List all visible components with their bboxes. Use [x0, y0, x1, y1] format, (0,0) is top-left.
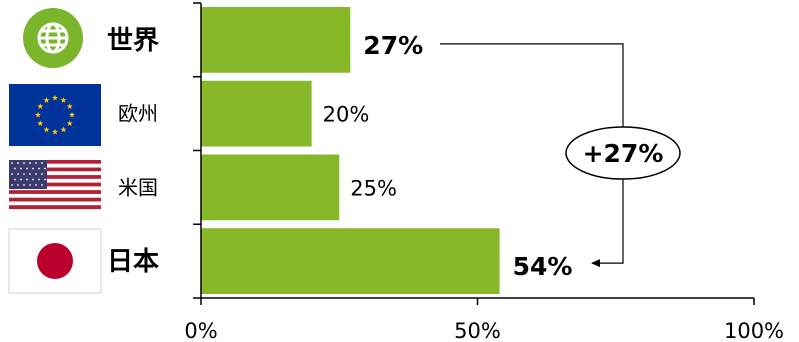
bar-2: [201, 154, 340, 221]
eu-star: [60, 126, 67, 133]
us-stripe: [9, 171, 101, 176]
us-star: [17, 173, 19, 175]
bar-3: [201, 228, 500, 294]
us-star: [20, 167, 22, 170]
value-label-2: 25%: [350, 176, 397, 200]
us-star: [17, 162, 19, 164]
us-star: [11, 173, 13, 175]
value-label-3: 54%: [513, 252, 573, 281]
eu-star: [52, 128, 58, 135]
us-star: [23, 173, 25, 175]
us-star: [38, 167, 40, 170]
us-stripe: [9, 186, 101, 191]
us-star: [29, 173, 31, 175]
us-star: [17, 184, 19, 186]
us-star: [26, 178, 28, 181]
eu-flag-icon: [9, 84, 101, 146]
eu-star: [37, 120, 44, 127]
annotation: +27%: [440, 43, 681, 268]
bracket-line-top: [440, 43, 624, 127]
category-label-0: 世界: [107, 26, 159, 56]
axes: 0% 50% 100%: [184, 2, 784, 342]
eu-star: [66, 120, 73, 127]
us-stripe: [9, 178, 101, 183]
us-star: [23, 184, 25, 186]
bracket-arrow: [591, 179, 624, 268]
annotation-ellipse: [565, 126, 681, 180]
eu-star: [35, 111, 41, 118]
annotation-label: +27%: [583, 139, 664, 168]
us-star: [23, 162, 25, 164]
us-stripe: [9, 201, 101, 206]
category-label-3: 日本: [107, 247, 159, 277]
bars: [201, 7, 500, 294]
us-star: [44, 178, 46, 181]
us-star: [35, 173, 37, 175]
x-tick-label-100: 100%: [724, 319, 784, 342]
eu-star: [43, 126, 50, 133]
us-star: [38, 178, 40, 181]
eu-star: [52, 94, 58, 101]
japan-flag-icon: [8, 228, 102, 294]
bar-1: [201, 80, 312, 147]
us-stripe: [9, 190, 101, 195]
eu-star: [69, 111, 75, 118]
category-label-1: 欧州: [118, 102, 158, 126]
category-label-2: 米国: [118, 175, 158, 199]
eu-star: [60, 97, 67, 103]
us-star: [26, 167, 28, 170]
us-star: [35, 184, 37, 186]
us-stripe: [9, 160, 101, 164]
value-label-0: 27%: [363, 31, 423, 60]
us-stripe: [9, 193, 101, 198]
value-label-1: 20%: [323, 103, 370, 127]
value-labels: 27% 20% 25% 54%: [323, 31, 573, 281]
us-star: [35, 162, 37, 164]
us-stripe: [9, 167, 101, 172]
us-star: [11, 162, 13, 164]
eu-star: [37, 103, 44, 110]
us-star: [32, 178, 34, 181]
us-star: [44, 167, 46, 170]
eu-star: [66, 103, 73, 110]
us-stripe: [9, 175, 101, 179]
us-star: [14, 178, 16, 181]
us-star: [29, 162, 31, 164]
eu-star: [43, 97, 50, 103]
us-star: [41, 184, 43, 186]
bar-0: [201, 7, 351, 73]
us-stripe: [9, 197, 101, 202]
us-star: [32, 167, 34, 170]
us-stripe: [9, 182, 101, 187]
us-star: [41, 162, 43, 164]
globe-icon: [23, 8, 83, 68]
us-star: [14, 167, 16, 170]
us-flag-icon: [9, 160, 101, 210]
us-star: [11, 184, 13, 186]
x-tick-label-0: 0%: [184, 319, 217, 342]
category-icons: [8, 8, 102, 294]
us-star: [41, 173, 43, 175]
us-star: [20, 178, 22, 181]
us-stripe: [9, 163, 101, 168]
us-stripe: [9, 205, 101, 210]
us-star: [29, 184, 31, 186]
x-tick-label-50: 50%: [454, 319, 501, 342]
